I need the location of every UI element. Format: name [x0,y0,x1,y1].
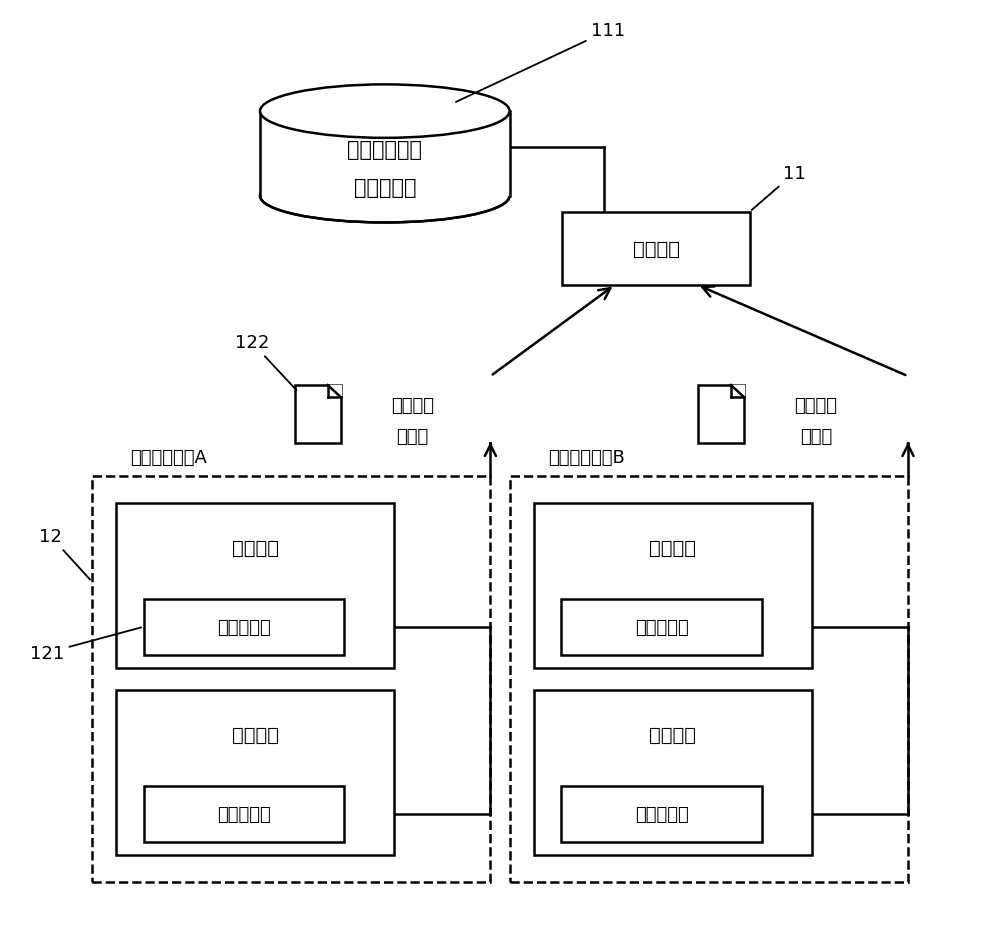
Bar [295,386,341,443]
Text: 122: 122 [235,334,297,390]
Text: 12: 12 [39,527,90,580]
Bar [116,691,394,855]
Bar [534,691,812,855]
Text: 管理节点: 管理节点 [633,239,680,259]
Ellipse shape [260,85,510,139]
Text: 终端设备类型B: 终端设备类型B [548,448,625,466]
Text: 11: 11 [752,165,806,210]
Text: 唯一标识号: 唯一标识号 [217,805,271,823]
Text: 号列表: 号列表 [800,428,832,446]
Text: 终端设备: 终端设备 [649,539,696,557]
Bar [561,786,762,842]
Polygon shape [328,386,341,398]
Bar [534,503,812,668]
Ellipse shape [260,170,510,223]
Text: 111: 111 [456,22,625,103]
Text: 终端设备: 终端设备 [232,539,279,557]
Bar [260,112,510,197]
Text: 唯一标识: 唯一标识 [391,397,434,414]
Text: 标识号列表: 标识号列表 [354,177,416,197]
Text: 唯一标识号: 唯一标识号 [635,618,689,636]
Text: 终端设备: 终端设备 [649,726,696,744]
Polygon shape [731,386,744,398]
Text: 终端设备: 终端设备 [232,726,279,744]
Bar [144,599,344,655]
Bar [562,212,750,286]
Text: 号列表: 号列表 [397,428,429,446]
Bar [116,503,394,668]
Bar [561,599,762,655]
Text: 唯一标识号: 唯一标识号 [217,618,271,636]
Text: 唯一标识: 唯一标识 [794,397,837,414]
Text: 唯一标识号: 唯一标识号 [635,805,689,823]
Bar [144,786,344,842]
Bar [92,476,490,882]
Text: 全体合法唯一: 全体合法唯一 [347,140,422,160]
Text: 121: 121 [30,628,141,662]
Bar [698,386,744,443]
Bar [510,476,908,882]
Text: 终端设备类型A: 终端设备类型A [130,448,207,466]
